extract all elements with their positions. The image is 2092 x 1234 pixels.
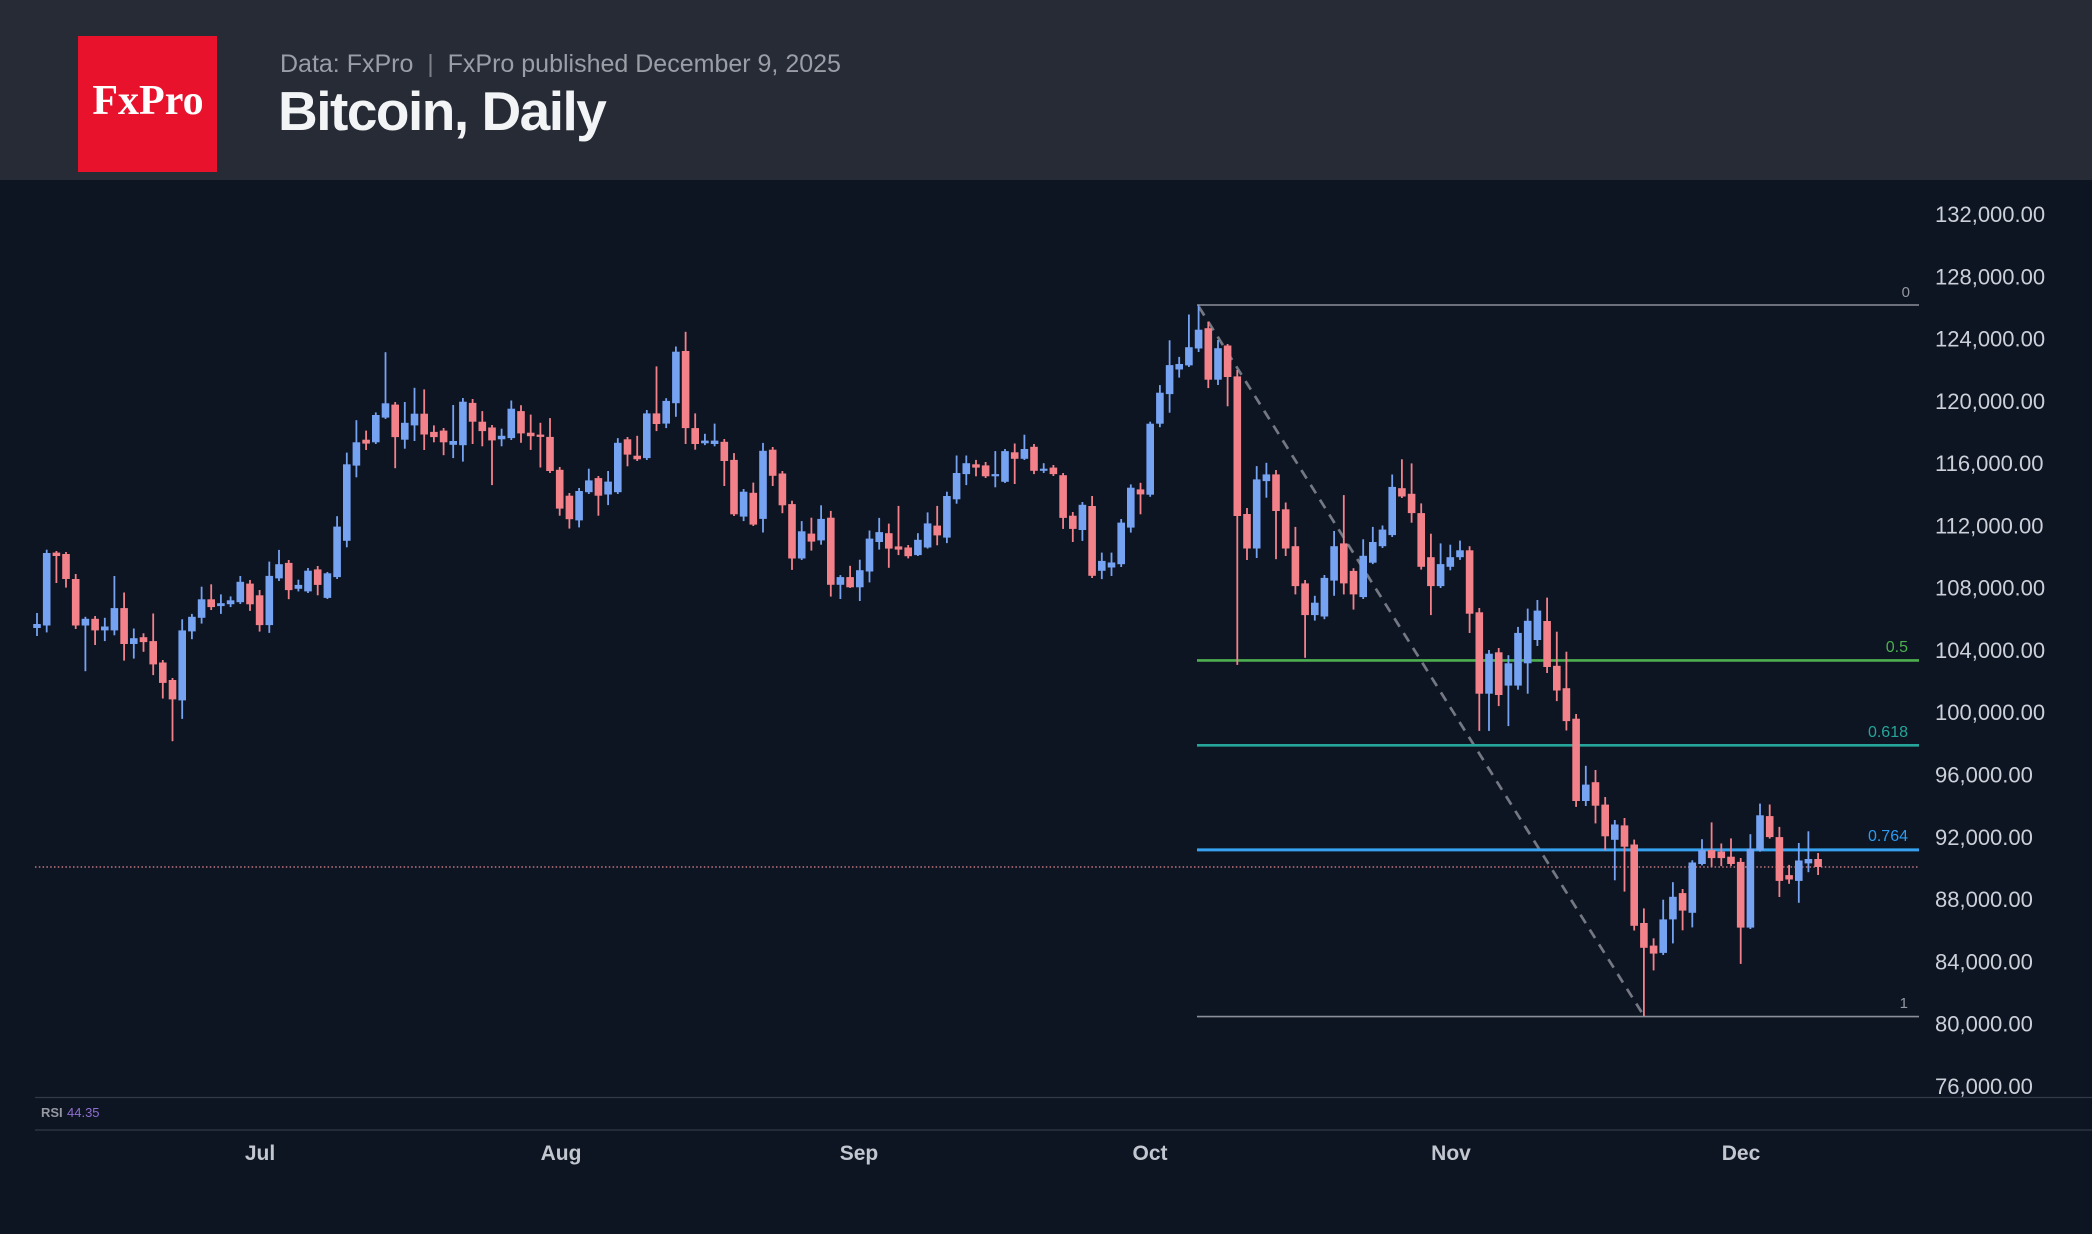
svg-text:0.764: 0.764 bbox=[1868, 828, 1908, 845]
svg-text:Aug: Aug bbox=[541, 1142, 582, 1165]
svg-text:44.35: 44.35 bbox=[67, 1105, 100, 1120]
svg-text:0: 0 bbox=[1902, 284, 1910, 301]
svg-text:128,000.00: 128,000.00 bbox=[1935, 264, 2045, 289]
svg-text:Oct: Oct bbox=[1132, 1142, 1167, 1165]
svg-text:104,000.00: 104,000.00 bbox=[1935, 638, 2045, 663]
svg-text:RSI: RSI bbox=[41, 1105, 63, 1120]
svg-text:120,000.00: 120,000.00 bbox=[1935, 389, 2045, 414]
svg-text:80,000.00: 80,000.00 bbox=[1935, 1012, 2033, 1037]
svg-text:FxPro: FxPro bbox=[92, 78, 203, 124]
svg-text:100,000.00: 100,000.00 bbox=[1935, 700, 2045, 725]
svg-text:116,000.00: 116,000.00 bbox=[1935, 451, 2043, 476]
svg-text:Data: FxPro | FxPro publishe: Data: FxPro | FxPro published December 9… bbox=[280, 50, 841, 78]
svg-text:0.618: 0.618 bbox=[1868, 724, 1908, 741]
svg-text:Sep: Sep bbox=[840, 1142, 879, 1165]
svg-text:124,000.00: 124,000.00 bbox=[1935, 327, 2045, 352]
svg-text:Nov: Nov bbox=[1431, 1142, 1471, 1165]
svg-text:96,000.00: 96,000.00 bbox=[1935, 763, 2033, 788]
svg-text:1: 1 bbox=[1900, 995, 1908, 1012]
svg-text:76,000.00: 76,000.00 bbox=[1935, 1074, 2033, 1099]
svg-text:132,000.00: 132,000.00 bbox=[1935, 202, 2045, 227]
svg-text:92,000.00: 92,000.00 bbox=[1935, 825, 2033, 850]
svg-text:Jul: Jul bbox=[245, 1142, 275, 1165]
svg-text:88,000.00: 88,000.00 bbox=[1935, 887, 2033, 912]
svg-text:108,000.00: 108,000.00 bbox=[1935, 576, 2045, 601]
svg-text:84,000.00: 84,000.00 bbox=[1935, 949, 2033, 974]
svg-text:Bitcoin, Daily: Bitcoin, Daily bbox=[278, 80, 607, 142]
svg-text:0.5: 0.5 bbox=[1886, 639, 1908, 656]
svg-text:112,000.00: 112,000.00 bbox=[1935, 513, 2043, 538]
svg-text:Dec: Dec bbox=[1722, 1142, 1761, 1165]
